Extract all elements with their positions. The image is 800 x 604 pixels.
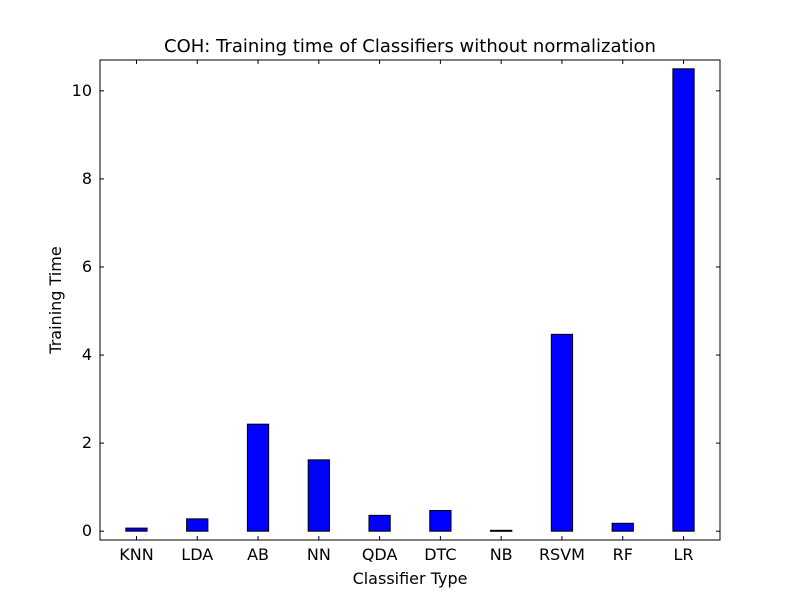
bars-layer bbox=[125, 68, 695, 532]
ticks-layer: KNN LDA AB NN QDA DTC NB RSVM RF LR 0 2 4 6 8 10 bbox=[72, 60, 720, 564]
bar-nn bbox=[307, 459, 330, 532]
x-axis-label: Classifier Type bbox=[353, 569, 468, 588]
x-tick-label-ab: AB bbox=[247, 545, 269, 564]
bar-dtc bbox=[429, 510, 452, 532]
bar-qda bbox=[368, 514, 391, 532]
x-tick-label-knn: KNN bbox=[119, 545, 153, 564]
y-tick-label-6: 6 bbox=[82, 257, 92, 276]
bar-ab bbox=[246, 423, 270, 532]
x-tick-label-rsvm: RSVM bbox=[539, 545, 585, 564]
x-tick-label-nn: NN bbox=[307, 545, 331, 564]
y-tick-label-2: 2 bbox=[82, 433, 92, 452]
y-axis-label: Training Time bbox=[46, 246, 65, 354]
x-tick-label-qda: QDA bbox=[362, 545, 398, 564]
y-tick-label-0: 0 bbox=[82, 521, 92, 540]
x-tick-label-lda: LDA bbox=[181, 545, 213, 564]
x-tick-label-rf: RF bbox=[613, 545, 633, 564]
chart-title: COH: Training time of Classifiers withou… bbox=[164, 36, 656, 57]
x-tick-label-lr: LR bbox=[674, 545, 694, 564]
y-tick-label-10: 10 bbox=[72, 81, 92, 100]
y-tick-label-4: 4 bbox=[82, 345, 92, 364]
bar-lda bbox=[186, 518, 209, 532]
bar-knn bbox=[125, 527, 148, 532]
x-tick-label-nb: NB bbox=[490, 545, 513, 564]
plot-frame bbox=[99, 59, 721, 541]
y-tick-label-8: 8 bbox=[82, 169, 92, 188]
bar-nb bbox=[490, 529, 513, 532]
bar-lr bbox=[672, 68, 695, 532]
bar-rsvm bbox=[550, 333, 574, 532]
bar-rf bbox=[611, 522, 634, 532]
x-tick-label-dtc: DTC bbox=[424, 545, 456, 564]
